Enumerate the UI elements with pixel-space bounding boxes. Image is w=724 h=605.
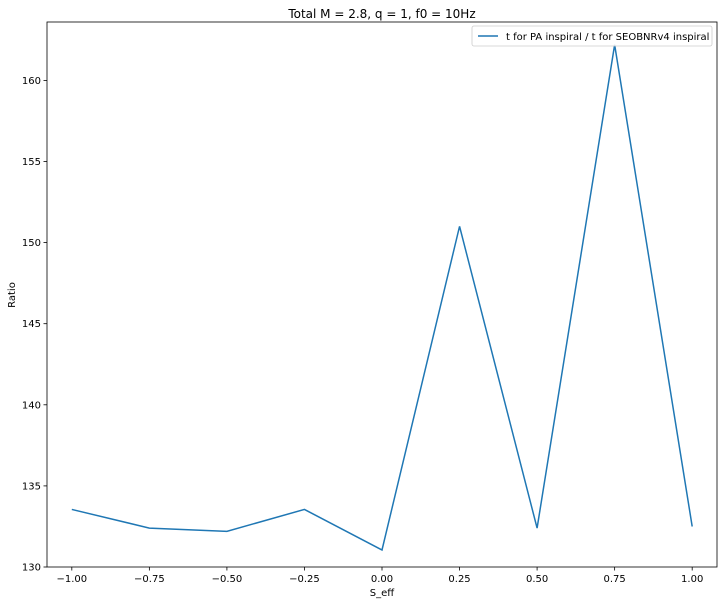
y-tick-label: 160 (22, 76, 41, 87)
x-tick-label: 1.00 (681, 574, 703, 585)
x-tick-label: −1.00 (56, 574, 87, 585)
x-tick-label: 0.00 (371, 574, 393, 585)
y-tick-label: 140 (22, 400, 41, 411)
x-tick-label: −0.50 (212, 574, 243, 585)
legend-label: t for PA inspiral / t for SEOBNRv4 inspi… (506, 32, 709, 43)
y-axis-ticks: 130 135 140 145 150 155 160 (22, 76, 47, 574)
series-layer (71, 44, 693, 552)
x-tick-label: 0.75 (604, 574, 626, 585)
y-tick-label: 150 (22, 238, 41, 249)
y-tick-label: 130 (22, 563, 41, 574)
x-tick-label: −0.75 (134, 574, 165, 585)
chart-title: Total M = 2.8, q = 1, f0 = 10Hz (287, 7, 475, 21)
x-tick-label: 0.25 (448, 574, 470, 585)
y-tick-label: 155 (22, 157, 41, 168)
legend-box (471, 25, 713, 47)
x-axis-ticks: −1.00 −0.75 −0.50 −0.25 0.00 0.25 0.50 0.75 1.00 (56, 567, 703, 585)
legend: t for PA inspiral / t for SEOBNRv4 inspi… (471, 25, 713, 47)
plot-frame (46, 21, 718, 568)
y-tick-label: 145 (22, 319, 41, 330)
x-tick-label: −0.25 (289, 574, 320, 585)
x-tick-label: 0.50 (526, 574, 548, 585)
y-axis-label: Ratio (7, 282, 18, 308)
y-tick-label: 135 (22, 481, 41, 492)
series-line-0 (71, 44, 693, 552)
x-axis-label: S_eff (370, 588, 396, 599)
plot-area (47, 22, 717, 567)
